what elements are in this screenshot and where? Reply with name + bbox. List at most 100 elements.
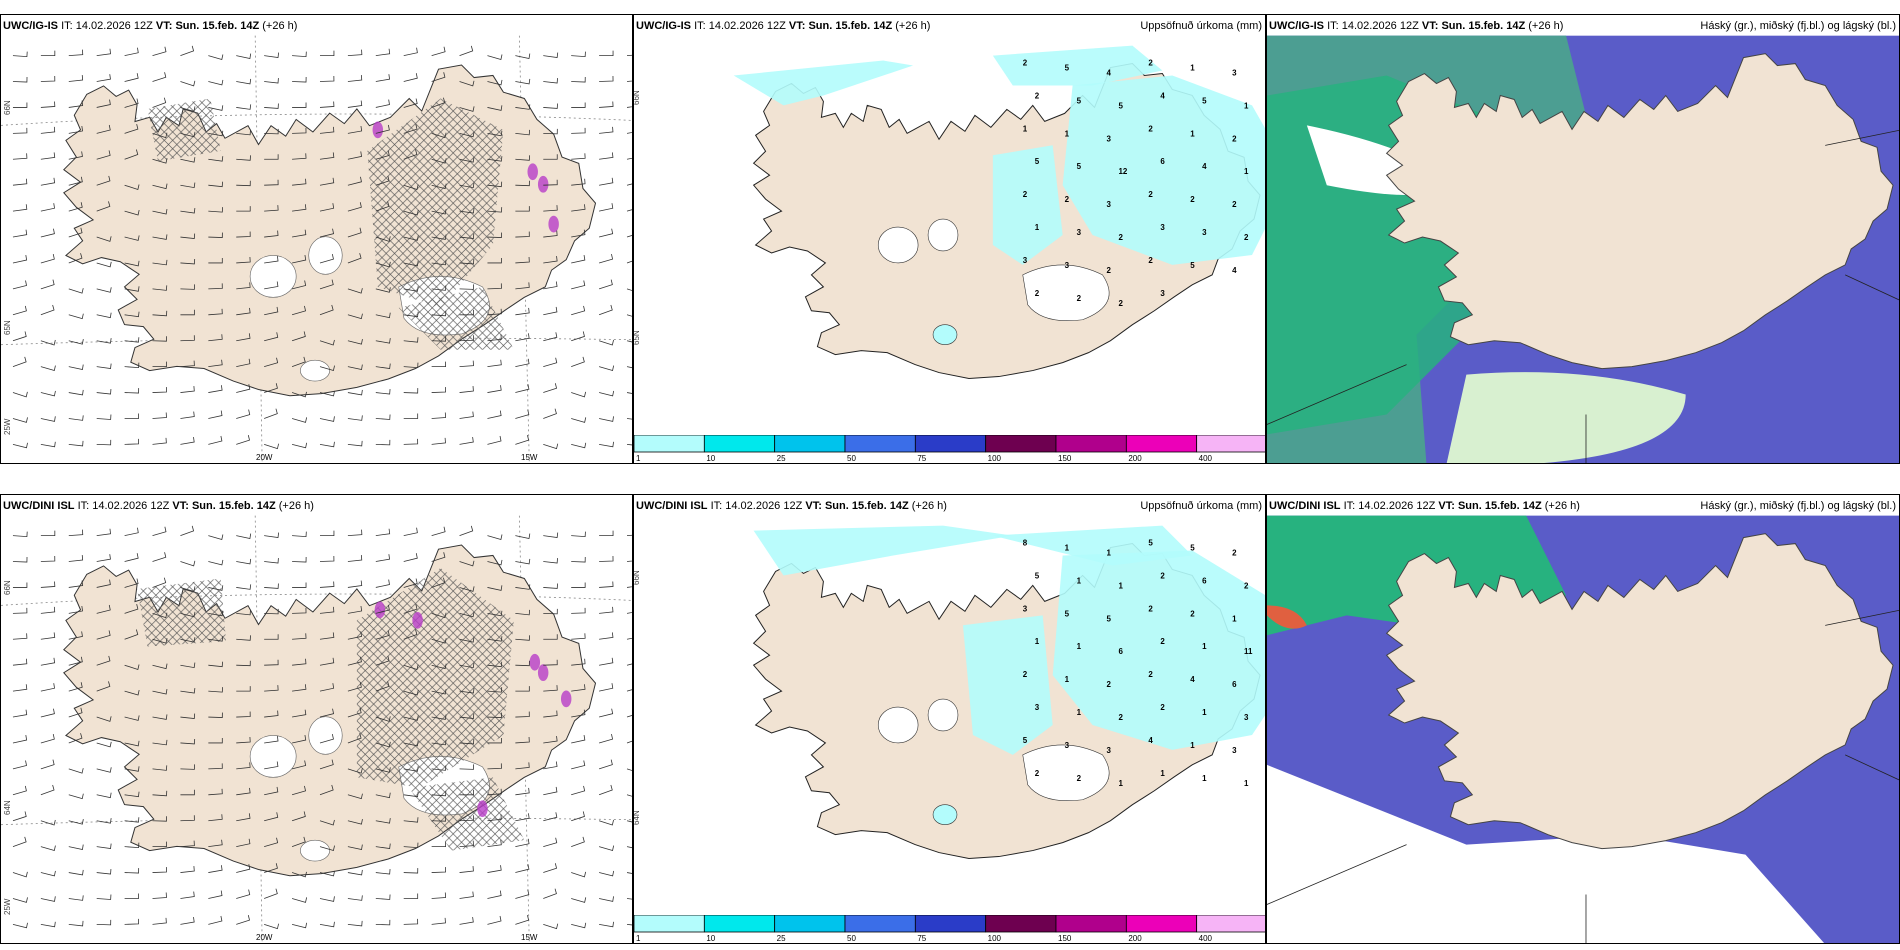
wind-barb [124, 604, 139, 614]
precip-blob [527, 163, 538, 181]
precip-amount: 5 [1077, 162, 1082, 171]
wind-barb [264, 357, 279, 368]
wind-barb [319, 556, 335, 562]
wind-barb [208, 181, 223, 188]
wind-barb [459, 687, 475, 694]
wind-barb [68, 339, 84, 345]
wind-barb [236, 864, 251, 873]
wind-barb [124, 235, 140, 241]
region-lines [1267, 609, 1899, 943]
wind-barb [626, 106, 632, 108]
wind-barb [431, 310, 447, 317]
colorbar-tick-label: 1 [636, 454, 641, 463]
wind-barb [347, 339, 363, 345]
precip-amount: 1 [1065, 544, 1070, 553]
precip-amount: 3 [1107, 746, 1112, 755]
colorbar-swatch [703, 915, 776, 933]
wind-barb [515, 358, 530, 368]
wind-barb [319, 632, 335, 640]
wind-barb [403, 604, 418, 614]
precip-blob [372, 121, 384, 139]
wind-barb [431, 361, 446, 368]
wind-barb [68, 656, 83, 666]
wind-barb [291, 442, 308, 449]
wind-barb [152, 437, 167, 445]
wind-barb [40, 441, 56, 448]
iceland-group [1385, 53, 1894, 370]
iceland-group: 2542132554511132125512641223222132332332… [733, 45, 1265, 380]
precip-amount: 2 [1035, 289, 1040, 298]
wind-barb [459, 662, 475, 669]
wind-barb [152, 97, 167, 108]
wind-barb [12, 102, 28, 108]
wind-barb [96, 124, 111, 134]
wind-barb [459, 560, 475, 567]
iceland-group [63, 64, 597, 397]
precip-amount: 2 [1148, 124, 1153, 133]
precip-amount: 5 [1190, 261, 1195, 270]
precip-amount: 2 [1107, 680, 1112, 689]
wind-barb [124, 337, 140, 343]
precip-amount: 2 [1244, 233, 1249, 242]
wind-barb [459, 840, 474, 848]
wind-barb [571, 229, 586, 238]
wind-barb [347, 75, 363, 82]
wind-barb [459, 916, 474, 925]
wind-barb [292, 77, 307, 83]
wind-barb [431, 183, 447, 190]
wind-barb [40, 784, 55, 796]
glacier [249, 255, 297, 298]
wind-barb [515, 838, 530, 848]
wind-barb [347, 529, 363, 537]
lat-64-label: 64N [3, 800, 12, 815]
wind-barb [124, 388, 140, 394]
glacier [927, 698, 959, 732]
wind-barb [291, 811, 306, 822]
wind-barb [236, 155, 251, 161]
wind-barb [459, 360, 474, 368]
wind-barb [292, 582, 307, 588]
wind-barb [375, 741, 391, 748]
wind-barb [487, 534, 503, 541]
wind-barb [236, 686, 251, 692]
wind-barb [12, 331, 27, 342]
glacier [1022, 744, 1110, 801]
wind-barb [347, 631, 363, 640]
wind-barb [543, 205, 558, 212]
wind-barb [543, 685, 558, 692]
wind-barb [626, 586, 632, 588]
wind-barb [375, 919, 391, 926]
precip-amount: 6 [1118, 647, 1123, 656]
colorbar-swatch [1125, 915, 1198, 933]
wind-barb [180, 106, 196, 112]
wind-barb [180, 866, 195, 873]
wind-barb [626, 132, 632, 134]
wind-barb [347, 49, 363, 57]
wind-barb [208, 79, 224, 86]
wind-barb [319, 870, 335, 877]
wind-barb [40, 279, 55, 290]
colorbar-swatch [985, 435, 1057, 453]
lead-time: (+26 h) [911, 500, 947, 512]
wind-barb [543, 812, 558, 822]
colorbar-tick-label: 150 [1058, 934, 1072, 943]
wind-barb [180, 525, 195, 536]
precip-area [733, 60, 914, 106]
wind-barb [40, 152, 56, 160]
it-label: IT: [77, 500, 90, 512]
wind-barb [96, 201, 111, 212]
colorbar-tick-label: 200 [1128, 934, 1142, 943]
wind-barb [68, 313, 84, 320]
wind-barb [264, 659, 279, 666]
wind-barb [319, 819, 335, 826]
wind-barb [347, 440, 363, 447]
wind-barb [264, 634, 279, 640]
wind-barb [12, 255, 28, 264]
wind-barb [599, 530, 614, 537]
wind-barb [180, 436, 195, 445]
wind-barb [375, 287, 391, 293]
wind-barb [40, 530, 56, 537]
precip-amount: 4 [1232, 266, 1237, 275]
wind-barb [375, 655, 390, 666]
colorbar-tick-label: 1 [636, 934, 641, 943]
